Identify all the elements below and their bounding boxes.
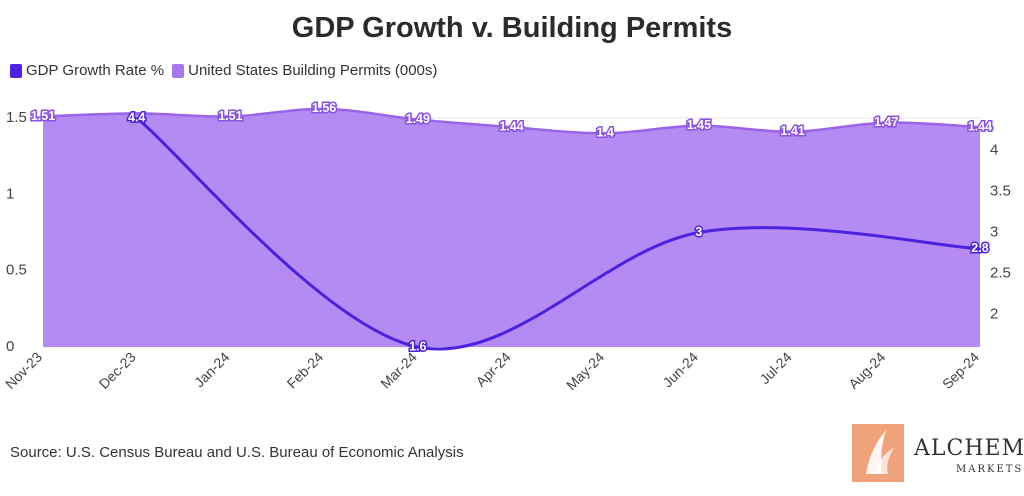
permits-data-label: 1.41 (780, 124, 804, 138)
x-axis-tick-label: Nov-23 (2, 349, 45, 392)
legend-item-permits: United States Building Permits (000s) (172, 62, 437, 79)
logo-wordmark: ALCHEMY (914, 436, 1024, 461)
left-axis-tick-label: 0.5 (6, 262, 27, 279)
legend-item-gdp: GDP Growth Rate % (10, 62, 164, 79)
x-axis-tick-label: Jul-24 (756, 349, 794, 387)
permits-data-label: 1.44 (968, 119, 992, 133)
x-axis-tick-label: Apr-24 (473, 349, 514, 390)
x-axis-tick-label: Feb-24 (284, 349, 327, 392)
permits-area-line (42, 107, 981, 135)
gdp-line (135, 116, 981, 351)
left-axis-tick-label: 1 (6, 185, 14, 202)
gdp-data-label: 2.8 (971, 241, 988, 255)
left-axis-tick-label: 1.5 (6, 109, 27, 126)
gdp-data-label: 3 (695, 225, 702, 239)
right-axis-tick-label: 2 (990, 305, 998, 322)
legend-label-gdp: GDP Growth Rate % (26, 62, 165, 79)
right-axis-tick-label: 3.5 (990, 183, 1011, 200)
alchemy-logo-mark-icon (852, 424, 904, 482)
permits-data-label: 1.4 (597, 126, 614, 140)
left-axis-tick-label: 0 (6, 338, 14, 355)
permits-data-label: 1.56 (312, 101, 336, 115)
alchemy-markets-logo: ALCHEMY MARKETS (852, 422, 1024, 488)
x-axis-tick-label: Dec-23 (96, 349, 139, 392)
x-axis-tick-label: Jun-24 (659, 349, 701, 391)
chart-title: GDP Growth v. Building Permits (291, 12, 733, 44)
permits-data-label: 1.47 (874, 115, 898, 129)
x-axis-tick-label: Aug-24 (845, 349, 888, 392)
legend-swatch-permits (172, 63, 185, 78)
chart-legend: GDP Growth Rate % United States Building… (10, 62, 445, 79)
x-axis-tick-label: Mar-24 (377, 349, 420, 392)
gdp-data-label: 1.6 (409, 339, 426, 353)
right-axis-tick-label: 4 (990, 142, 998, 159)
legend-swatch-gdp (10, 63, 22, 78)
source-note: Source: U.S. Census Bureau and U.S. Bure… (10, 444, 464, 461)
permits-area (43, 108, 980, 347)
x-axis-tick-label: Jan-24 (191, 349, 233, 391)
x-axis-tick-label: Sep-24 (939, 349, 982, 392)
permits-data-label: 1.51 (218, 109, 242, 123)
x-axis-tick-label: May-24 (563, 349, 607, 393)
chart-plot: 1.51 1.511.561.491.44 1.41.45 1.411.47 1.444… (2, 100, 1011, 393)
permits-data-label: 1.49 (406, 112, 430, 126)
right-axis-tick-label: 3 (990, 223, 998, 240)
legend-label-permits: United States Building Permits (000s) (188, 62, 438, 79)
permits-data-label: 1.51 (31, 109, 55, 123)
permits-data-label: 1.45 (687, 118, 711, 132)
logo-subtitle: MARKETS (956, 464, 1024, 475)
gdp-data-label: 4.4 (128, 110, 145, 124)
right-axis-tick-label: 2.5 (990, 264, 1011, 281)
permits-data-label: 1.44 (499, 119, 523, 133)
